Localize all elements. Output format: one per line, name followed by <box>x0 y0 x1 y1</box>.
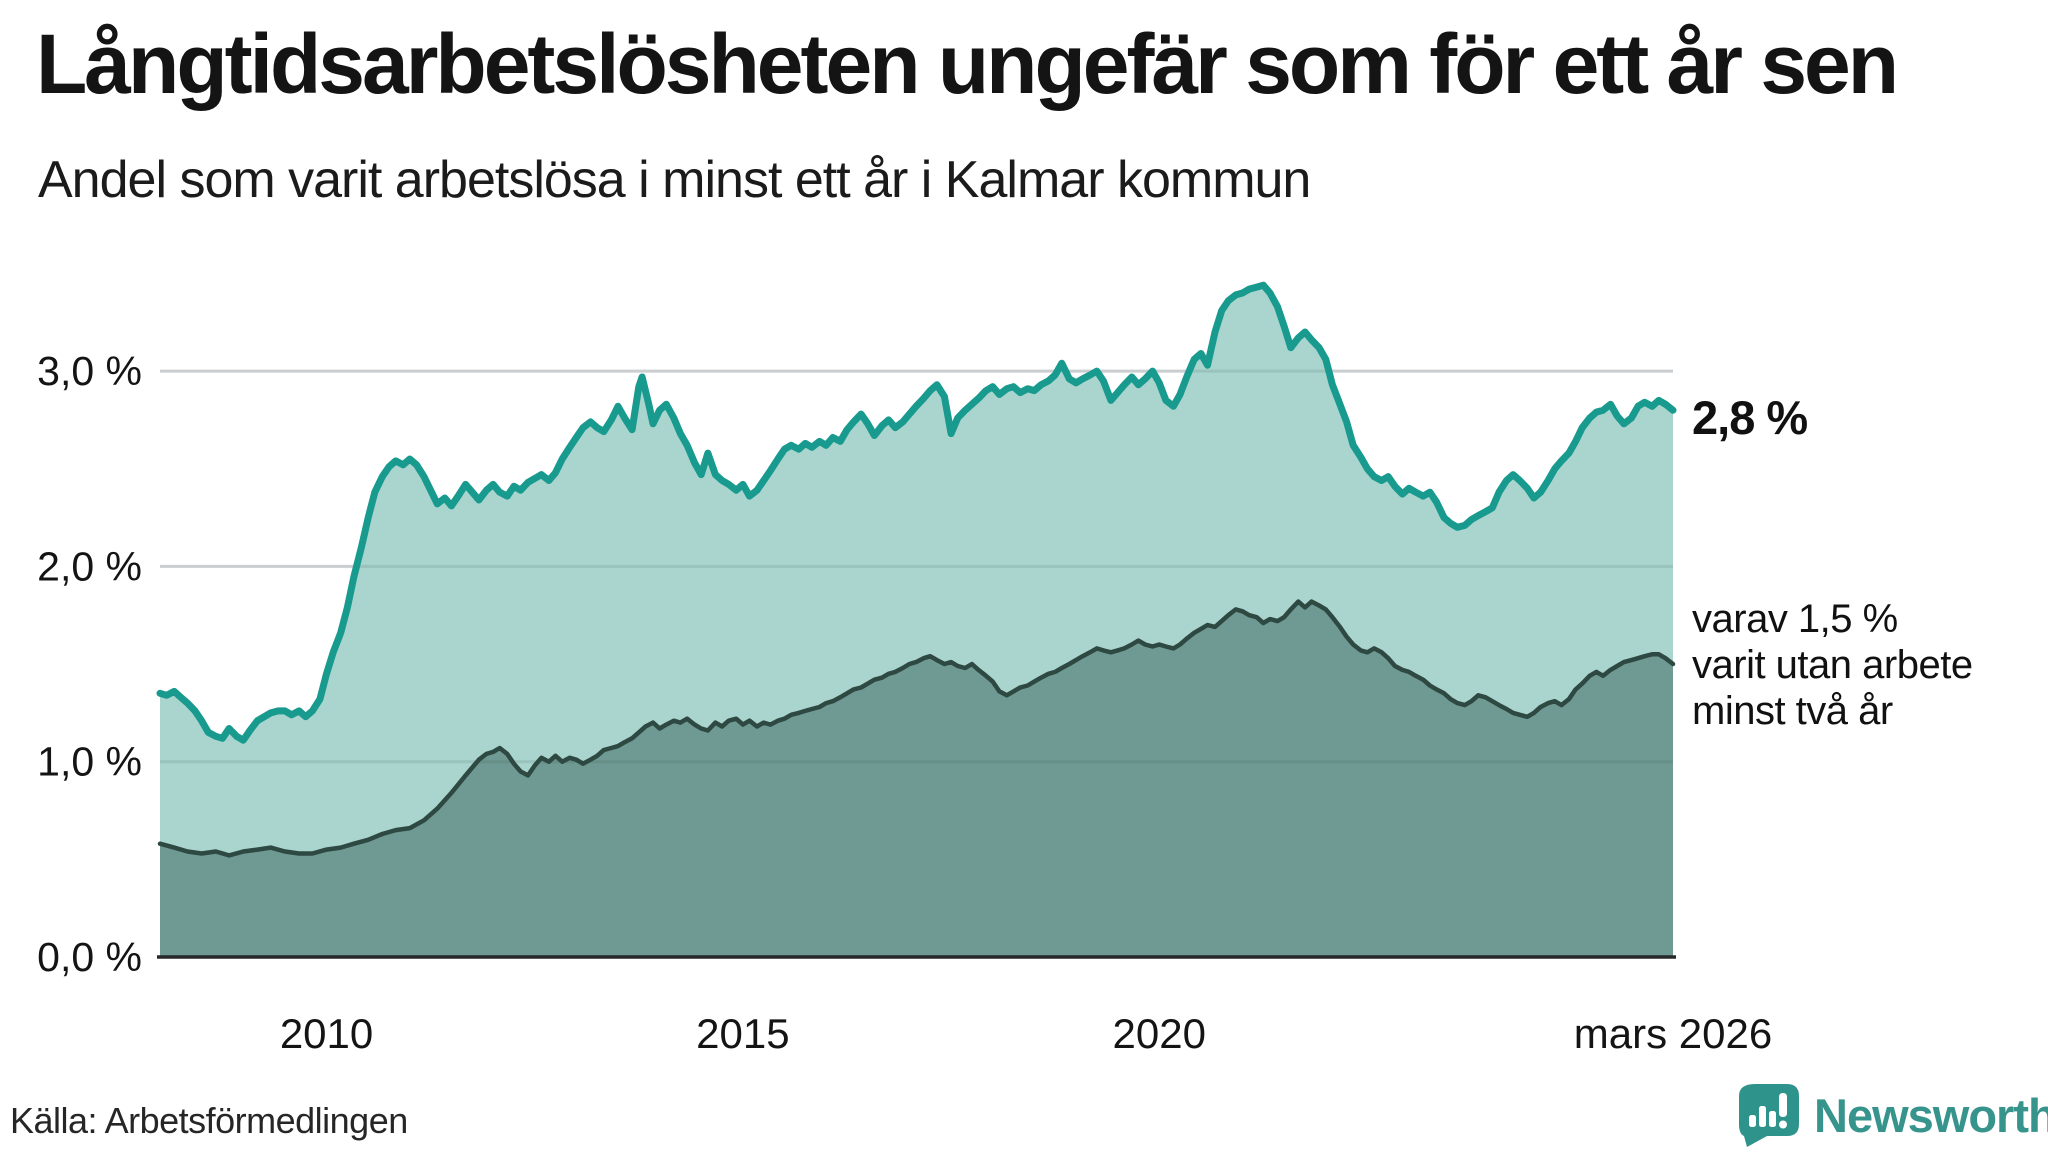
series-lines <box>156 281 1677 858</box>
series-line-1 <box>157 599 1676 858</box>
y-tick-label-0: 0,0 % <box>37 934 142 980</box>
x-axis-labels: 2010 2015 2020 mars 2026 <box>280 1010 1772 1057</box>
newsworthy-wordmark: Newsworthy <box>1814 1088 2048 1142</box>
page-title: Långtidsarbetslösheten ungefär som för e… <box>36 17 1899 111</box>
chart-subtitle: Andel som varit arbetslösa i minst ett å… <box>38 151 1311 209</box>
source-note: Källa: Arbetsförmedlingen <box>10 1100 408 1141</box>
gridlines-overlay <box>160 369 1673 764</box>
x-tick-label-3: mars 2026 <box>1574 1010 1772 1057</box>
newsworthy-logo: Newsworthy <box>1737 1082 2048 1148</box>
end-value-label-total: 2,8 % <box>1692 391 1808 444</box>
series-line-0 <box>156 281 1677 744</box>
y-axis-labels: 0,0 % 1,0 % 2,0 % 3,0 % <box>37 348 142 980</box>
x-tick-label-2: 2020 <box>1113 1010 1206 1057</box>
y-tick-label-3: 3,0 % <box>37 348 142 394</box>
y-tick-label-2: 2,0 % <box>37 543 142 589</box>
y-tick-label-1: 1,0 % <box>37 739 142 785</box>
area-fill-series-1 <box>160 601 1673 957</box>
x-tick-label-1: 2015 <box>696 1010 789 1057</box>
newsworthy-speech-bubble-chart-icon <box>1739 1084 1799 1147</box>
x-tick-label-0: 2010 <box>280 1010 373 1057</box>
area-fills <box>160 285 1673 957</box>
end-value-label-subset: varav 1,5 % varit utan arbete minst två … <box>1692 597 1973 733</box>
